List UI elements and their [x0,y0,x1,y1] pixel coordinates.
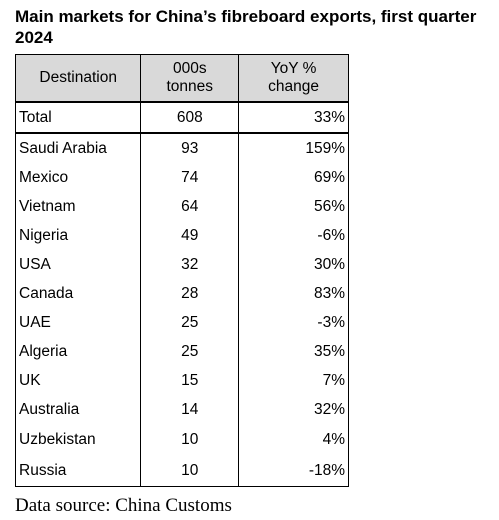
header-tonnes: 000s tonnes [141,55,239,103]
table-row: Australia 14 32% [16,395,349,424]
row-destination: UK [16,366,141,395]
row-tonnes: 10 [141,455,239,487]
row-yoy-change: 83% [239,279,349,308]
row-tonnes: 32 [141,250,239,279]
row-tonnes: 64 [141,192,239,221]
row-yoy-change: 56% [239,192,349,221]
row-destination: Nigeria [16,221,141,250]
table-row: UAE 25 -3% [16,308,349,337]
row-destination: Russia [16,455,141,487]
row-destination: Algeria [16,337,141,366]
table-row: UK 15 7% [16,366,349,395]
row-destination: Uzbekistan [16,424,141,455]
total-yoy: 33% [239,102,349,133]
row-yoy-change: 69% [239,163,349,192]
row-yoy-change: 30% [239,250,349,279]
fibreboard-exports-table: Destination 000s tonnes YoY % change Tot… [15,54,349,487]
header-destination: Destination [16,55,141,103]
chart-title: Main markets for China’s fibreboard expo… [15,6,499,48]
row-tonnes: 25 [141,308,239,337]
header-row: Destination 000s tonnes YoY % change [16,55,349,103]
row-yoy-change: 35% [239,337,349,366]
row-destination: USA [16,250,141,279]
row-destination: Canada [16,279,141,308]
table-row: Uzbekistan 10 4% [16,424,349,455]
total-label: Total [16,102,141,133]
row-destination: Mexico [16,163,141,192]
row-tonnes: 15 [141,366,239,395]
row-destination: Vietnam [16,192,141,221]
total-tonnes: 608 [141,102,239,133]
row-destination: Australia [16,395,141,424]
table-row: Canada 28 83% [16,279,349,308]
table-row: Russia 10 -18% [16,455,349,487]
row-tonnes: 49 [141,221,239,250]
row-yoy-change: 4% [239,424,349,455]
row-yoy-change: -6% [239,221,349,250]
table-row: Nigeria 49 -6% [16,221,349,250]
data-source: Data source: China Customs [15,494,232,518]
row-destination: UAE [16,308,141,337]
total-row: Total 608 33% [16,102,349,133]
row-yoy-change: -18% [239,455,349,487]
row-tonnes: 14 [141,395,239,424]
row-tonnes: 74 [141,163,239,192]
table-row: Algeria 25 35% [16,337,349,366]
row-tonnes: 93 [141,133,239,163]
table-row: Saudi Arabia 93 159% [16,133,349,163]
row-yoy-change: 32% [239,395,349,424]
row-yoy-change: -3% [239,308,349,337]
table-row: Mexico 74 69% [16,163,349,192]
row-tonnes: 10 [141,424,239,455]
table-row: USA 32 30% [16,250,349,279]
row-tonnes: 25 [141,337,239,366]
country-rows: Saudi Arabia 93 159% Mexico 74 69% Vietnam 64 56… [16,133,349,487]
row-destination: Saudi Arabia [16,133,141,163]
row-tonnes: 28 [141,279,239,308]
row-yoy-change: 159% [239,133,349,163]
row-yoy-change: 7% [239,366,349,395]
table-row: Vietnam 64 56% [16,192,349,221]
header-yoy-change: YoY % change [239,55,349,103]
